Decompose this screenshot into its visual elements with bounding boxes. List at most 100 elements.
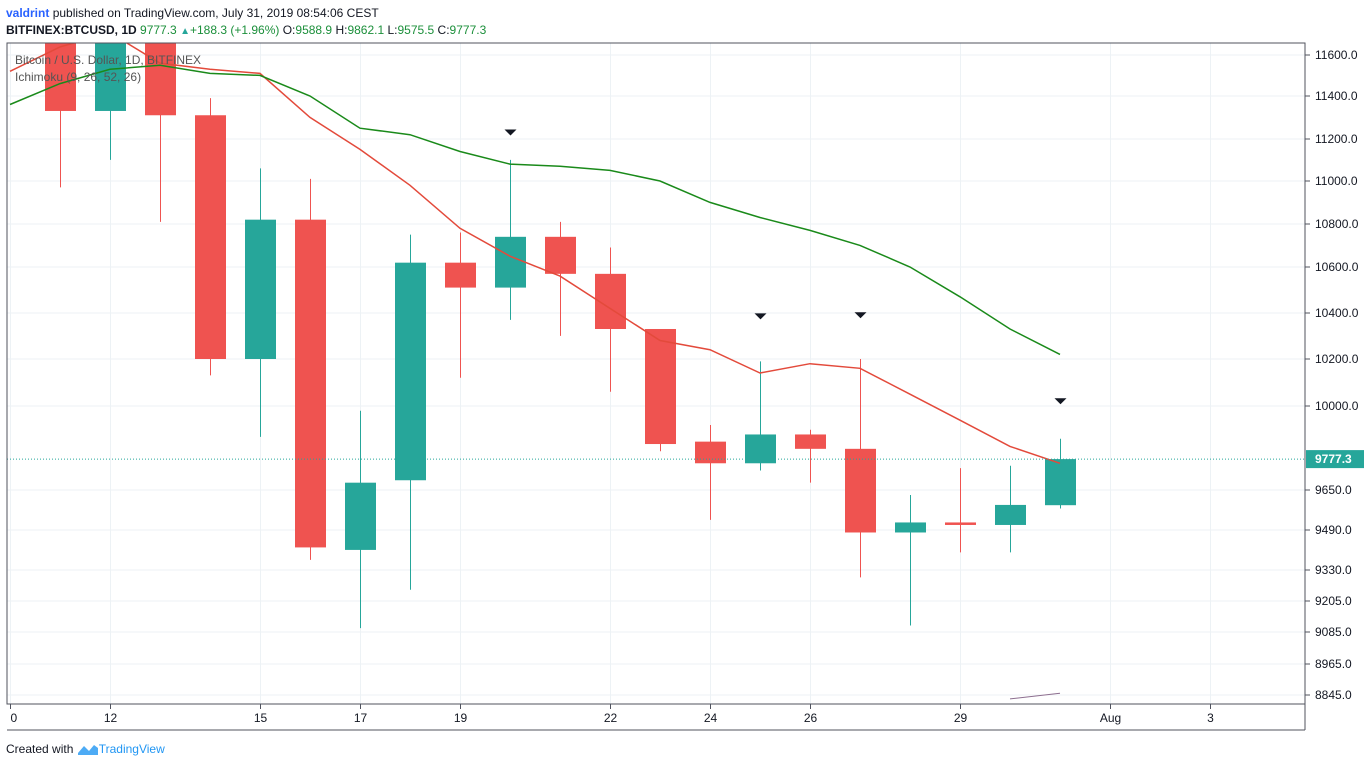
open-value: 9588.9 [295,23,333,37]
y-tick-label: 9330.0 [1315,563,1352,577]
candle-body [445,262,476,288]
candle-body [845,448,876,533]
y-tick-label: 8845.0 [1315,688,1352,702]
low-value: 9575.5 [397,23,435,37]
candle-body [995,504,1026,525]
y-tick-label: 10800.0 [1315,217,1359,231]
candle-body [745,434,776,464]
candle-body [545,236,576,274]
candle [495,159,526,320]
candle-body [295,219,326,548]
y-tick-label: 10200.0 [1315,352,1359,366]
candle [345,410,376,629]
candle [745,361,776,471]
legend-indicator[interactable]: Ichimoku (9, 26, 52, 26) [15,70,141,84]
candle [395,234,426,590]
y-tick-label: 9490.0 [1315,523,1352,537]
symbol-label: BITFINEX:BTCUSD, 1D [6,23,137,37]
y-tick-label: 9085.0 [1315,625,1352,639]
x-tick-label: Aug [1100,711,1121,725]
arrow-down-marker-icon [754,313,767,320]
candle [895,494,926,626]
arrow-down-marker-icon [854,312,867,319]
candle [645,328,676,452]
candle [695,424,726,520]
candle-body [945,522,976,525]
low-label: L: [387,23,398,37]
tradingview-brand-link[interactable]: TradingView [98,742,165,756]
x-tick-label: 12 [104,711,118,725]
candle-body [245,219,276,359]
y-tick-label: 10600.0 [1315,260,1359,274]
up-arrow-icon: ▲ [180,26,190,37]
arrow-down-marker-icon [504,129,517,136]
published-text: published on TradingView.com, July 31, 2… [52,6,379,20]
candle [545,221,576,336]
x-tick-label: 22 [604,711,618,725]
last-price: 9777.3 [140,23,177,37]
x-tick-label: 15 [254,711,268,725]
candle-body [95,43,126,111]
markers [504,129,1067,405]
x-tick-label: 29 [954,711,968,725]
symbol-info-bar: BITFINEX:BTCUSD, 1D 9777.3 ▲+188.3 (+1.9… [6,23,486,37]
candle [195,98,226,376]
candlestick-chart[interactable]: 8845.0 8965.0 9085.0 9205.0 9330.0 9490.0 9650… [0,0,1372,740]
candle [595,247,626,392]
y-axis[interactable]: 8845.0 8965.0 9085.0 9205.0 9330.0 9490.0 9650… [1304,43,1364,730]
y-tick-label: 10000.0 [1315,399,1359,413]
candle-body [45,43,76,111]
x-tick-label: 24 [704,711,718,725]
created-with-text: Created with [6,742,74,756]
candle [145,43,176,222]
y-tick-label: 8965.0 [1315,657,1352,671]
candles [45,43,1076,629]
current-price-badge [1306,450,1364,469]
y-tick-label: 9650.0 [1315,483,1352,497]
y-tick-label: 11200.0 [1315,132,1358,146]
y-tick-label: 11000.0 [1315,174,1358,188]
candle [945,468,976,553]
x-tick-label: 17 [354,711,368,725]
close-label: C: [437,23,450,37]
candle [1045,438,1076,509]
y-tick-label: 9205.0 [1315,594,1352,608]
candle-body [145,43,176,116]
candle-body [695,441,726,464]
x-tick-label: 19 [454,711,468,725]
price-change: +188.3 (+1.96%) [189,23,280,37]
candle [445,232,476,378]
candle [245,168,276,437]
tenkan-senline [9,43,1061,465]
candle-body [195,115,226,359]
author-link[interactable]: valdrint [6,6,50,20]
y-tick-label: 11600.0 [1315,48,1358,62]
candle [295,178,326,560]
footer: Created with TradingView [6,742,165,756]
candle-body [495,236,526,288]
tradingview-logo-icon [77,745,98,755]
candle [845,359,876,578]
x-axis[interactable]: 0 12 15 17 19 22 24 26 29 Aug 3 [7,704,1305,731]
chikouline [1009,692,1061,700]
y-tick-label: 10400.0 [1315,306,1359,320]
candle-body [395,262,426,481]
candle-body [895,522,926,533]
x-tick-label: 3 [1207,711,1214,725]
x-tick-label: 0 [11,711,18,725]
close-value: 9777.3 [449,23,487,37]
candle [795,429,826,483]
candle [95,43,126,160]
current-price-label: 9777.3 [1315,452,1352,466]
candle-body [645,328,676,445]
high-value: 9862.1 [347,23,385,37]
candle [45,43,76,188]
open-label: O: [282,23,296,37]
high-label: H: [335,23,348,37]
candle-body [795,434,826,449]
indicator-lines [9,43,1061,700]
publish-info: valdrint published on TradingView.com, J… [6,6,379,20]
y-tick-label: 11400.0 [1315,89,1358,103]
x-tick-label: 26 [804,711,818,725]
candle-body [345,482,376,550]
